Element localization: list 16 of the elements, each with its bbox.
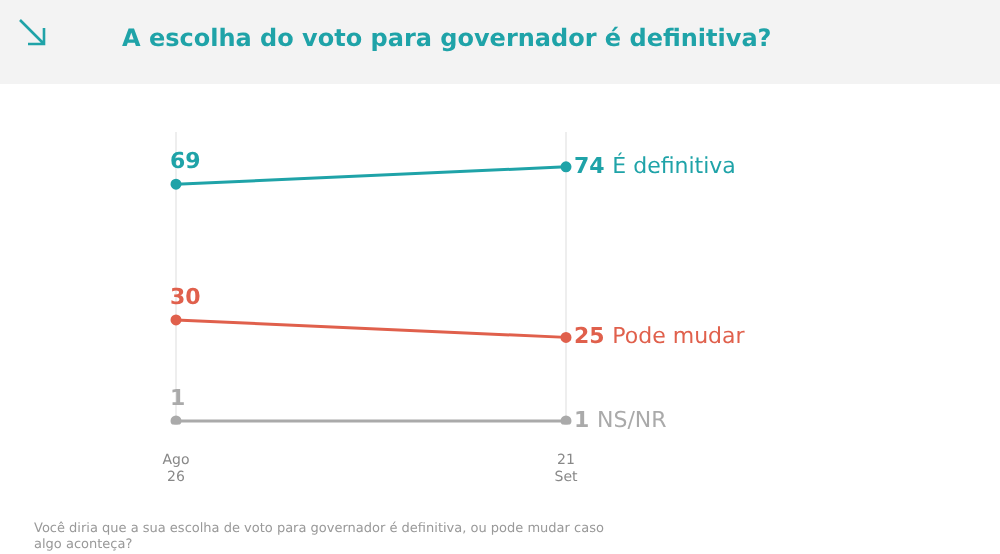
point [560, 331, 572, 343]
point [560, 415, 572, 425]
data-label: 30 [170, 283, 202, 310]
data-label: 25 [574, 323, 605, 350]
point [170, 415, 182, 425]
series-label: NS/NR [596, 406, 668, 433]
point [560, 161, 572, 173]
data-label: 1 [574, 406, 590, 433]
point [170, 314, 182, 326]
data-label: 69 [170, 147, 201, 174]
data-label: 1 [170, 384, 186, 411]
series-label: Pode mudar [612, 323, 746, 350]
chart-title: A escolha do voto para governador é definitiva? [122, 24, 772, 52]
point [170, 178, 182, 190]
data-label: 74 [574, 152, 606, 179]
series-label: É definitiva [612, 150, 736, 179]
